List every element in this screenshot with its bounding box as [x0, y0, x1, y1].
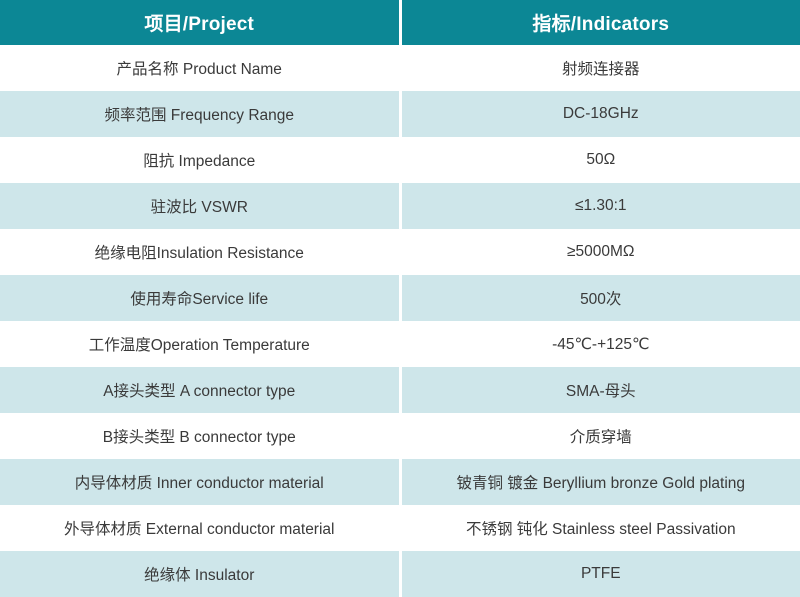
table-row: 阻抗 Impedance 50Ω [0, 137, 800, 183]
cell-project: 绝缘电阻Insulation Resistance [0, 229, 402, 275]
cell-indicator: 射频连接器 [400, 45, 800, 91]
cell-project: 阻抗 Impedance [0, 137, 402, 183]
table-body: 产品名称 Product Name 射频连接器 频率范围 Frequency Ran… [0, 45, 800, 597]
cell-indicator: 介质穿墙 [400, 413, 800, 459]
cell-project: 使用寿命Service life [0, 275, 402, 321]
cell-project: 外导体材质 External conductor material [0, 505, 402, 551]
table-row: 驻波比 VSWR ≤1.30:1 [0, 183, 800, 229]
cell-project: B接头类型 B connector type [0, 413, 402, 459]
table-row: 绝缘体 Insulator PTFE [0, 551, 800, 597]
cell-indicator: 不锈钢 钝化 Stainless steel Passivation [400, 505, 800, 551]
cell-project: 绝缘体 Insulator [0, 551, 402, 597]
cell-indicator: -45℃-+125℃ [400, 321, 800, 367]
column-header-project: 项目/Project [0, 0, 402, 45]
cell-indicator: ≤1.30:1 [400, 183, 800, 229]
table-header: 项目/Project 指标/Indicators [0, 0, 800, 45]
table-row: 外导体材质 External conductor material 不锈钢 钝化 … [0, 505, 800, 551]
table-row: 工作温度Operation Temperature -45℃-+125℃ [0, 321, 800, 367]
cell-project: 产品名称 Product Name [0, 45, 402, 91]
cell-project: 频率范围 Frequency Range [0, 91, 402, 137]
table-row: 产品名称 Product Name 射频连接器 [0, 45, 800, 91]
cell-project: A接头类型 A connector type [0, 367, 402, 413]
cell-indicator: PTFE [400, 551, 800, 597]
cell-project: 工作温度Operation Temperature [0, 321, 402, 367]
cell-indicator: SMA-母头 [400, 367, 800, 413]
table-row: B接头类型 B connector type 介质穿墙 [0, 413, 800, 459]
header-row: 项目/Project 指标/Indicators [0, 0, 800, 45]
table-row: 内导体材质 Inner conductor material 铍青铜 镀金 Ber… [0, 459, 800, 505]
table-row: A接头类型 A connector type SMA-母头 [0, 367, 800, 413]
cell-indicator: 铍青铜 镀金 Beryllium bronze Gold plating [400, 459, 800, 505]
column-header-indicator: 指标/Indicators [400, 0, 800, 45]
table-row: 绝缘电阻Insulation Resistance ≥5000MΩ [0, 229, 800, 275]
cell-project: 驻波比 VSWR [0, 183, 402, 229]
table-row: 使用寿命Service life 500次 [0, 275, 800, 321]
cell-project: 内导体材质 Inner conductor material [0, 459, 402, 505]
table-row: 频率范围 Frequency Range DC-18GHz [0, 91, 800, 137]
cell-indicator: 500次 [400, 275, 800, 321]
cell-indicator: DC-18GHz [400, 91, 800, 137]
cell-indicator: ≥5000MΩ [400, 229, 800, 275]
cell-indicator: 50Ω [400, 137, 800, 183]
